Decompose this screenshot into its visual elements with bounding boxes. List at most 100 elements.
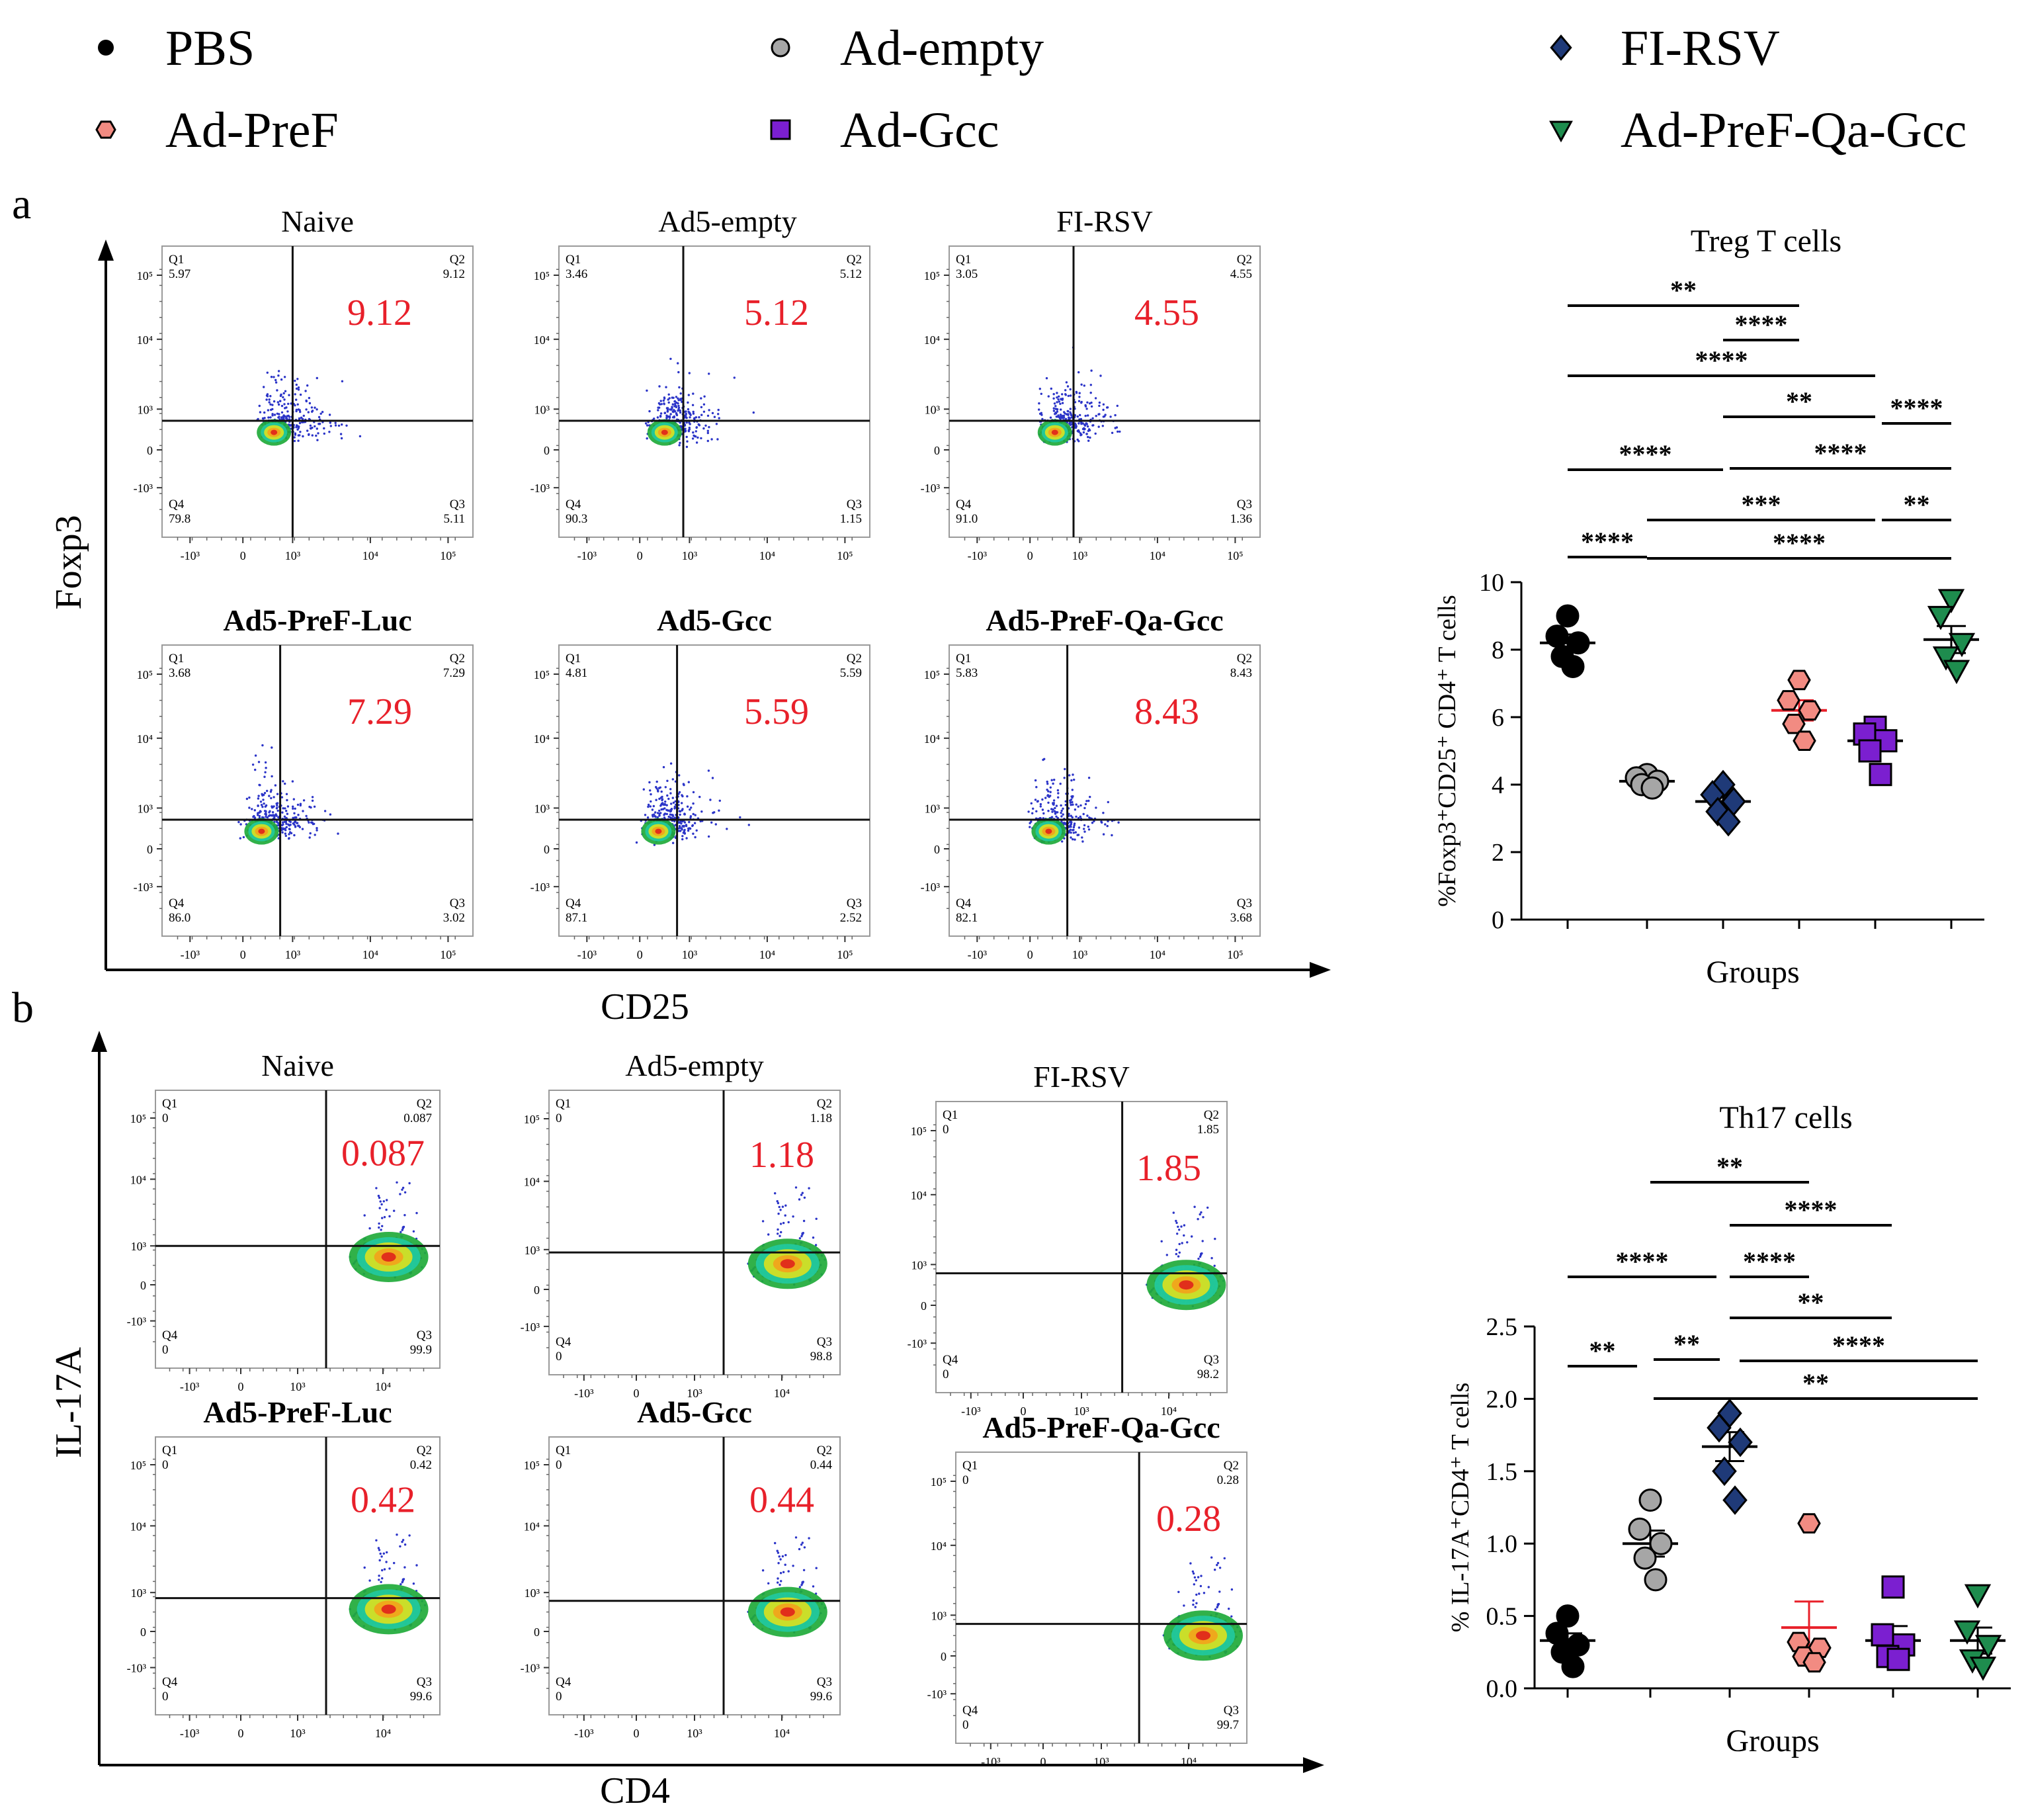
event: [685, 837, 688, 840]
event: [292, 798, 295, 801]
event: [670, 408, 673, 411]
event: [1062, 813, 1064, 816]
q1-label: Q1: [956, 652, 971, 666]
event: [1064, 389, 1067, 392]
event: [1067, 394, 1070, 398]
event: [698, 795, 701, 799]
event: [1049, 416, 1052, 419]
event: [1104, 823, 1107, 826]
event: [1079, 413, 1081, 417]
event: [1042, 758, 1044, 761]
x-tick-label: 10³: [682, 549, 698, 562]
event: [280, 378, 283, 381]
event: [359, 435, 362, 438]
y-tick-label: 10⁴: [137, 333, 153, 347]
event: [1038, 408, 1040, 411]
event: [685, 824, 688, 826]
event: [1087, 439, 1090, 442]
event: [265, 767, 267, 769]
event: [319, 412, 322, 415]
event: [1107, 801, 1110, 804]
event: [646, 437, 648, 440]
event: [635, 841, 638, 844]
event: [264, 761, 267, 764]
event: [1087, 414, 1089, 417]
facs-title: Naive: [281, 204, 354, 238]
event: [693, 822, 697, 824]
event: [1081, 422, 1084, 425]
event: [1087, 777, 1091, 779]
event: [679, 398, 683, 402]
event: [747, 824, 751, 826]
event: [1073, 824, 1076, 827]
event: [1100, 820, 1103, 823]
event: [706, 414, 710, 417]
event: [239, 823, 242, 826]
event: [711, 412, 714, 415]
q4-label: Q4: [169, 498, 185, 511]
event: [323, 427, 325, 430]
event: [682, 832, 685, 834]
event: [273, 400, 276, 403]
event: [1115, 426, 1119, 429]
facs-frame: [558, 644, 870, 937]
event: [1072, 829, 1074, 832]
event: [1084, 404, 1087, 407]
event: [296, 822, 298, 824]
event: [323, 432, 325, 435]
event: [278, 415, 280, 418]
event: [658, 809, 661, 812]
event: [708, 409, 710, 412]
event: [689, 816, 692, 819]
event: [709, 799, 712, 801]
q1-value: 4.81: [566, 666, 587, 680]
event: [284, 390, 287, 392]
event: [242, 836, 245, 839]
event: [254, 768, 257, 771]
event: [1080, 383, 1083, 386]
event: [733, 376, 736, 379]
x-tick-label: 10⁴: [759, 549, 775, 562]
event: [1101, 425, 1105, 427]
q4-label: Q4: [956, 498, 972, 511]
event: [293, 834, 296, 837]
event: [1044, 797, 1047, 799]
event: [703, 395, 706, 398]
event: [649, 789, 652, 792]
event: [284, 832, 287, 835]
event: [316, 408, 318, 411]
event: [1061, 402, 1064, 404]
event: [1083, 806, 1086, 810]
x-tick-label: 0: [240, 549, 246, 562]
event: [1080, 433, 1083, 436]
event: [666, 779, 669, 783]
q2-highlight-value: 5.12: [744, 292, 809, 333]
event: [316, 827, 318, 830]
event: [695, 416, 698, 419]
y-axis-title: Foxp3: [48, 515, 89, 609]
event: [691, 404, 695, 406]
event: [642, 788, 645, 791]
y-tick-label: 10³: [925, 403, 941, 416]
event: [276, 806, 278, 809]
event: [718, 417, 720, 419]
event: [266, 395, 269, 398]
event: [283, 403, 286, 406]
event: [1084, 802, 1087, 806]
event: [700, 437, 702, 440]
event: [1081, 836, 1083, 839]
event: [667, 401, 670, 404]
facs-frame: [949, 245, 1261, 538]
q3-value: 1.15: [840, 512, 862, 526]
event: [284, 827, 286, 830]
event: [711, 777, 714, 779]
q3-value: 1.36: [1230, 512, 1252, 526]
event: [726, 828, 728, 830]
event: [1085, 433, 1088, 435]
y-tick-label: 10³: [138, 802, 153, 815]
facs-frame: [155, 1090, 441, 1369]
event: [658, 814, 661, 817]
event: [268, 795, 271, 797]
event: [678, 774, 681, 777]
event: [1087, 828, 1091, 831]
